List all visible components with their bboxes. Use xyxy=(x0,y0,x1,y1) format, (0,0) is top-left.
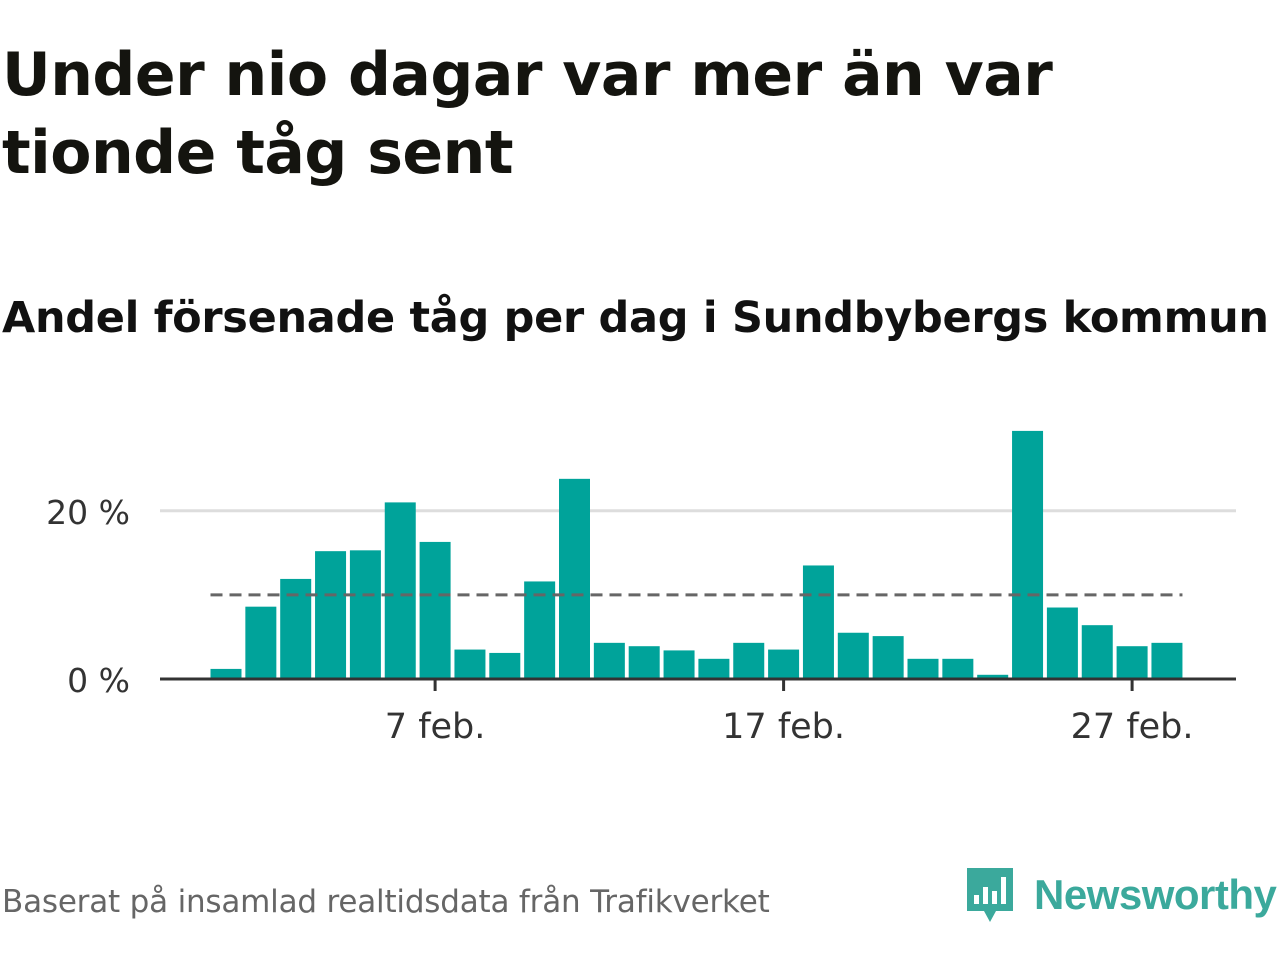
bar xyxy=(942,658,974,679)
bar xyxy=(663,650,695,679)
bar xyxy=(977,674,1009,679)
y-tick-label: 20 % xyxy=(46,493,130,532)
chart-title: Under nio dagar var mer än var tionde tå… xyxy=(2,40,1053,188)
bar xyxy=(768,649,800,679)
bar xyxy=(419,541,451,679)
bar xyxy=(210,668,242,679)
bar xyxy=(489,652,521,679)
bar xyxy=(907,658,939,679)
source-note: Baserat på insamlad realtidsdata från Tr… xyxy=(2,884,770,920)
bar xyxy=(1012,430,1044,679)
bar xyxy=(1151,642,1183,679)
bar xyxy=(454,649,486,679)
bar xyxy=(524,581,556,679)
bar xyxy=(559,478,590,679)
chart-subtitle: Andel försenade tåg per dag i Sundbyberg… xyxy=(2,293,1269,343)
bar xyxy=(1081,625,1113,679)
brand-logo: Newsworthy xyxy=(964,864,1277,926)
bar xyxy=(349,550,381,679)
bar xyxy=(245,606,277,679)
x-tick-label: 17 feb. xyxy=(722,707,845,747)
bar xyxy=(698,658,730,679)
bar xyxy=(315,551,347,679)
bar xyxy=(593,642,625,679)
bar xyxy=(628,646,660,679)
x-tick-label: 7 feb. xyxy=(385,707,486,747)
brand-name: Newsworthy xyxy=(1034,871,1277,918)
x-tick-label: 27 feb. xyxy=(1071,707,1194,747)
bar xyxy=(1046,607,1078,679)
bar xyxy=(384,502,416,679)
y-tick-label: 0 % xyxy=(67,661,130,700)
bar xyxy=(872,636,904,679)
bar xyxy=(837,632,869,679)
bar xyxy=(1116,646,1148,679)
bar xyxy=(733,642,765,679)
bar xyxy=(802,565,834,679)
newsworthy-logo-icon xyxy=(967,868,1013,922)
